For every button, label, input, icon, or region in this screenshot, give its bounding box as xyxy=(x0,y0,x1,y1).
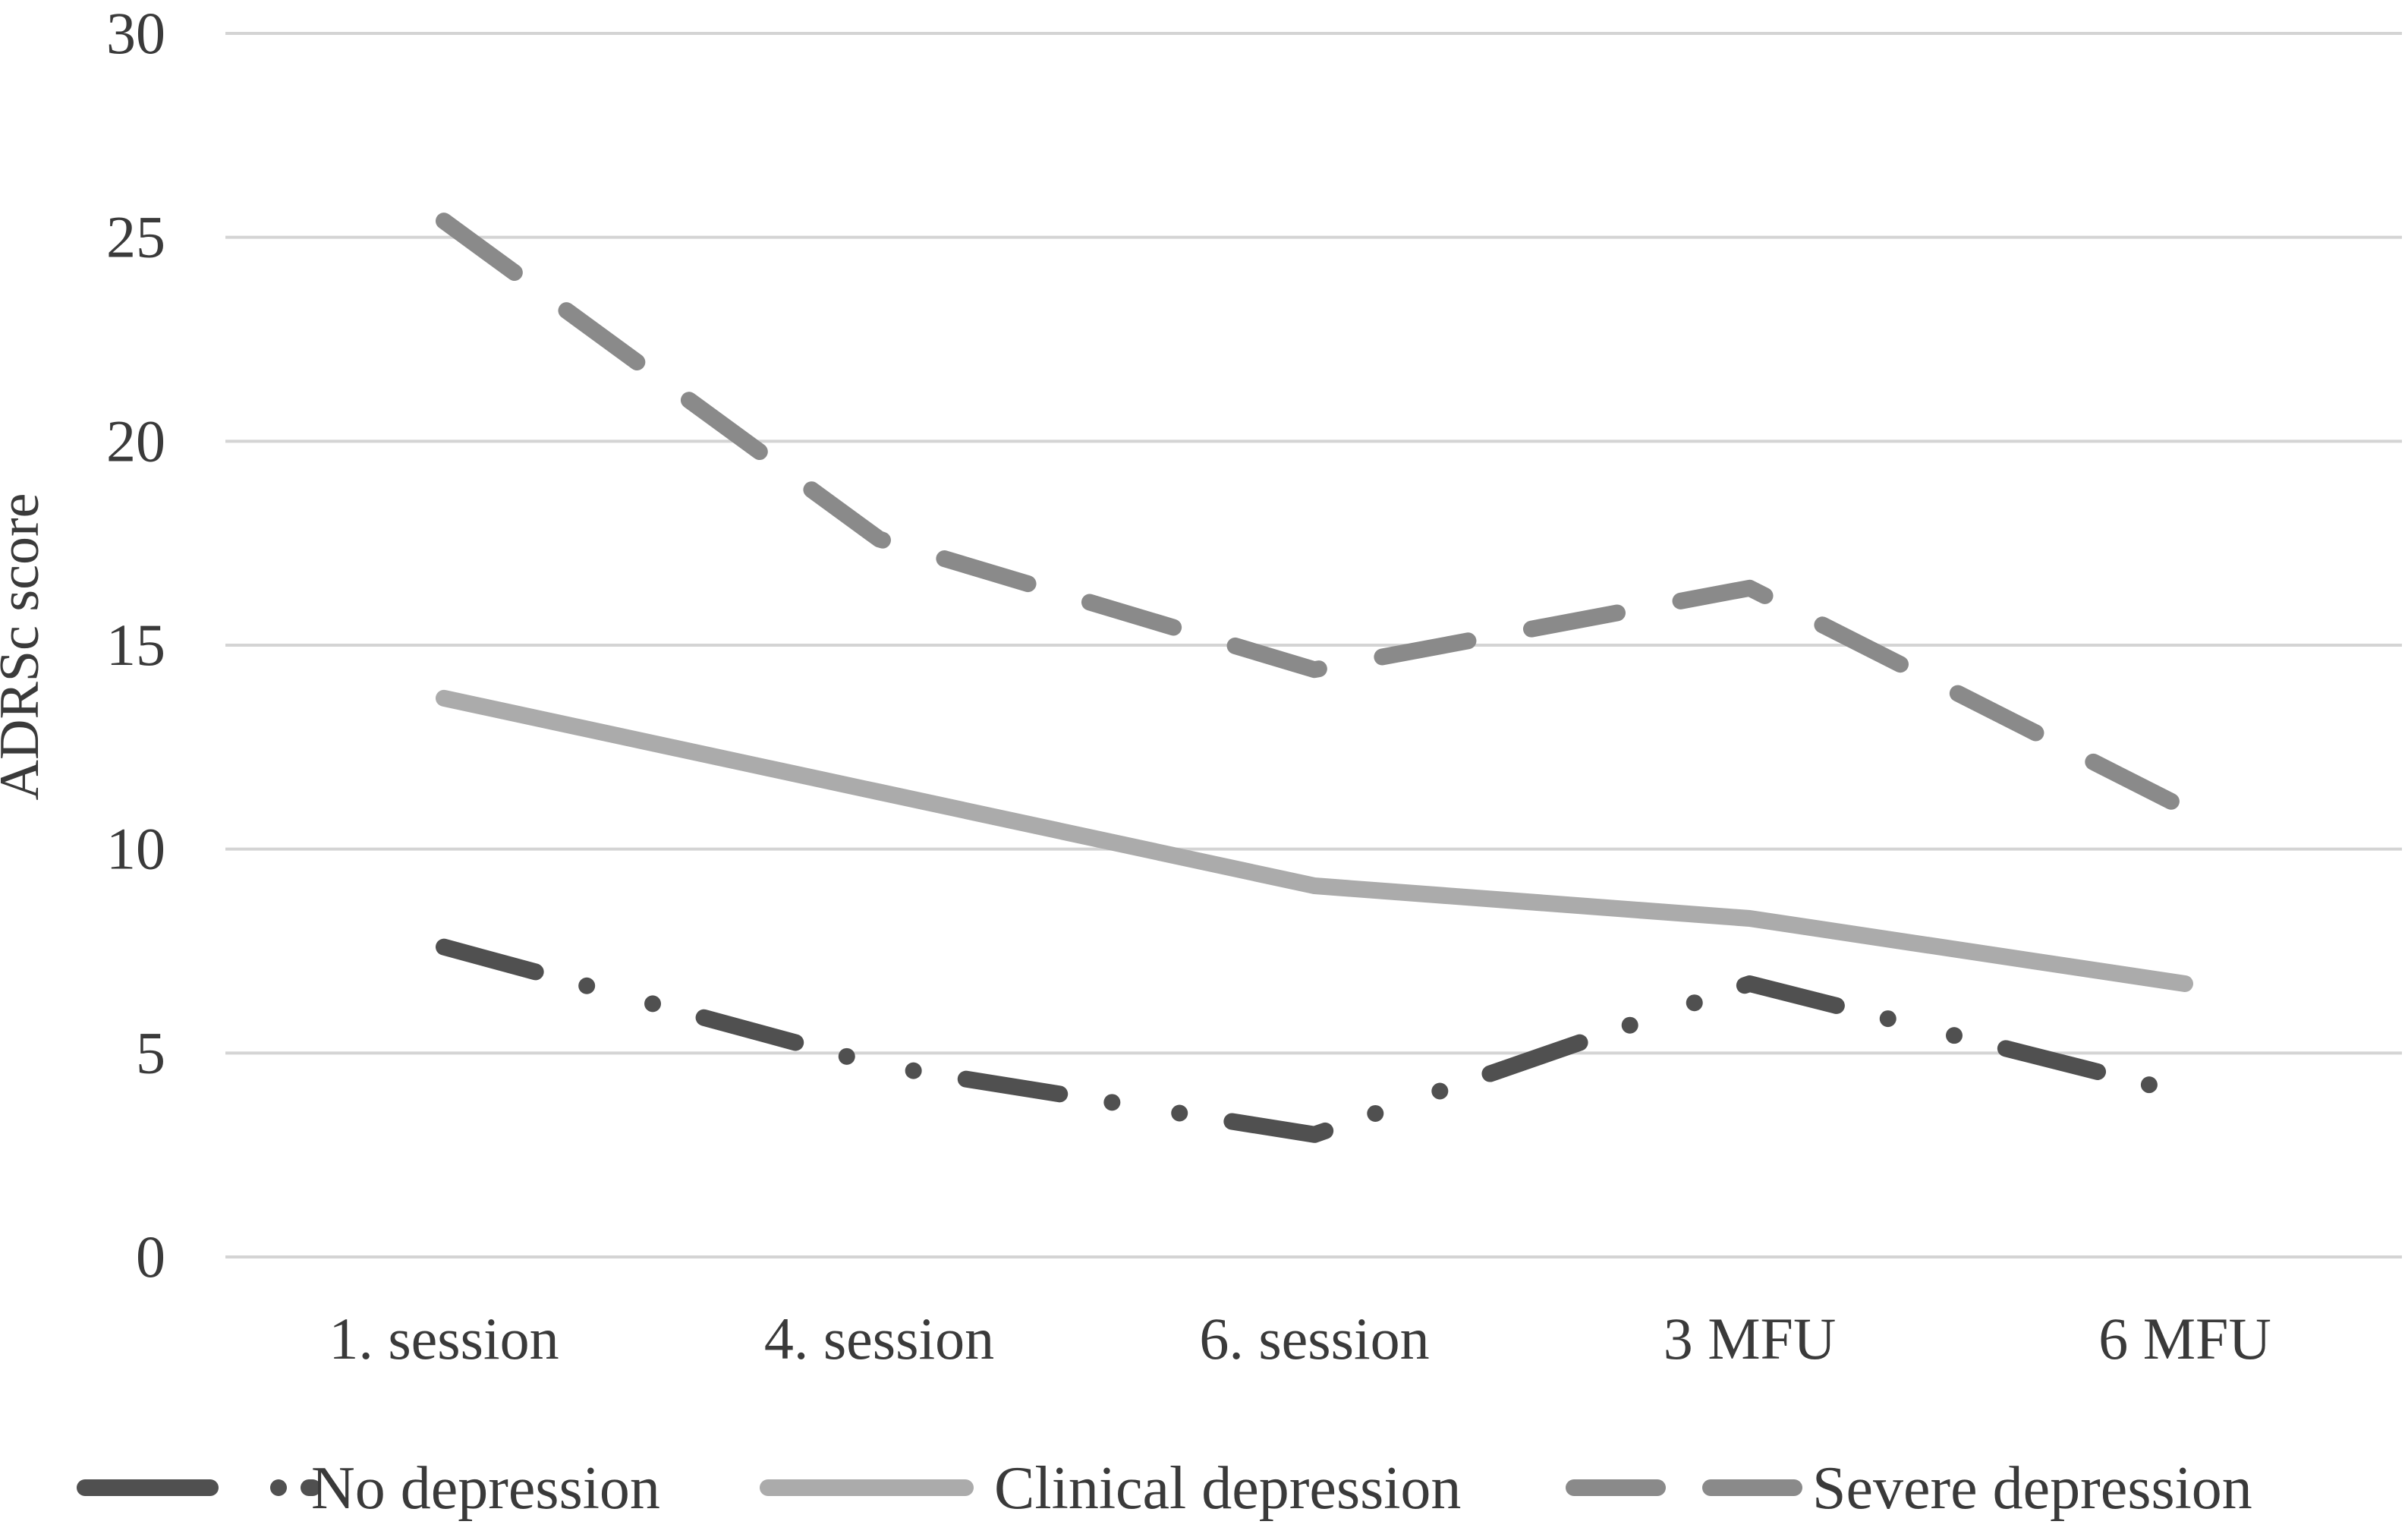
legend-item-no-depression: No depression xyxy=(77,1455,660,1522)
y-tick-label-30: 30 xyxy=(106,0,165,66)
y-axis-tick-labels: 0 5 10 15 20 25 30 xyxy=(106,0,165,1290)
legend-label-severe-depression: Severe depression xyxy=(1812,1455,2252,1522)
series-line-severe-depression xyxy=(436,213,2193,817)
y-tick-label-20: 20 xyxy=(106,408,165,474)
legend-label-clinical-depression: Clinical depression xyxy=(994,1455,1461,1522)
x-tick-label-3: 6. session xyxy=(1199,1306,1429,1372)
x-axis-tick-labels: 1. session 4. session 6. session 3 MFU 6 MFU xyxy=(329,1306,2271,1372)
y-tick-label-15: 15 xyxy=(106,612,165,678)
series-line-no-depression xyxy=(436,938,2193,1143)
legend: No depression Clinical depression Severe d… xyxy=(77,1455,2252,1522)
y-tick-label-0: 0 xyxy=(136,1224,165,1290)
y-tick-label-25: 25 xyxy=(106,204,165,270)
x-tick-label-5: 6 MFU xyxy=(2098,1306,2271,1372)
series-line-clinical-depression xyxy=(436,689,2193,992)
y-tick-label-10: 10 xyxy=(106,816,165,882)
x-tick-label-1: 1. session xyxy=(329,1306,559,1372)
x-tick-label-4: 3 MFU xyxy=(1664,1306,1837,1372)
y-tick-label-5: 5 xyxy=(136,1019,165,1085)
y-axis-title: ADRSc score xyxy=(0,493,51,801)
legend-label-no-depression: No depression xyxy=(311,1455,660,1522)
legend-item-severe-depression: Severe depression xyxy=(1566,1455,2252,1522)
gridlines xyxy=(225,32,2402,1258)
x-tick-label-2: 4. session xyxy=(764,1306,994,1372)
series-lines xyxy=(436,213,2193,1143)
legend-item-clinical-depression: Clinical depression xyxy=(760,1455,1461,1522)
